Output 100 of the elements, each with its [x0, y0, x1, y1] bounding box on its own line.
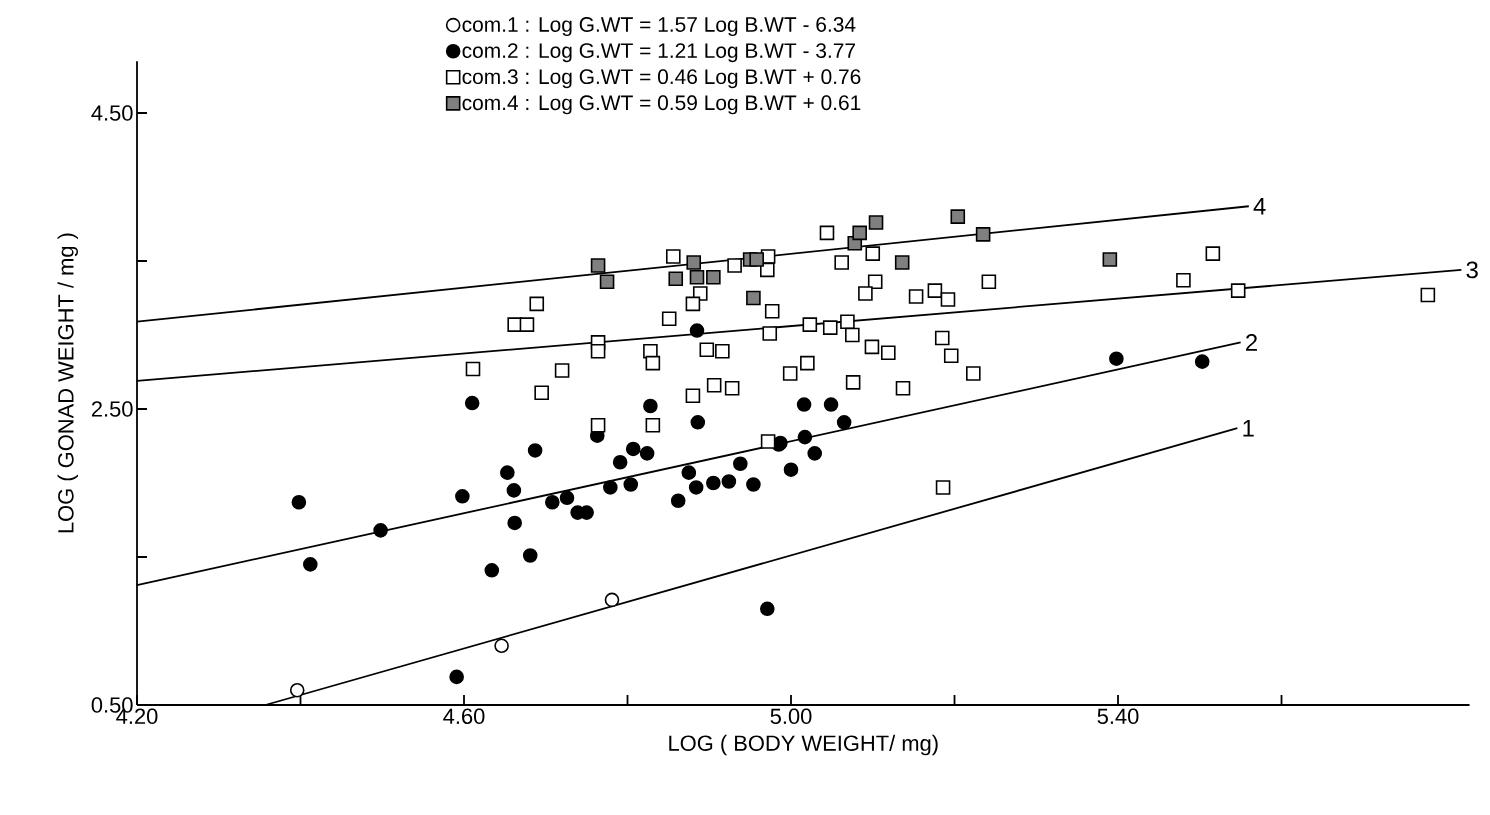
point — [834, 255, 849, 270]
point — [599, 274, 615, 290]
point — [746, 477, 761, 492]
point — [895, 380, 911, 396]
point — [1420, 287, 1436, 303]
point — [699, 342, 715, 358]
point — [746, 290, 761, 306]
point — [749, 252, 764, 267]
point — [858, 286, 873, 301]
point — [721, 474, 737, 489]
point — [590, 343, 606, 359]
point — [623, 477, 639, 492]
point — [1230, 283, 1246, 298]
point — [950, 209, 966, 224]
point — [724, 380, 740, 396]
point — [894, 255, 910, 270]
point — [643, 398, 658, 414]
point — [690, 415, 706, 430]
point — [706, 269, 721, 285]
point — [823, 397, 839, 412]
point — [681, 465, 697, 480]
point — [612, 454, 628, 470]
point — [688, 480, 704, 495]
y-tick-label: 4.50 — [91, 105, 133, 121]
legend-label: com.4 : Log G.WT = 0.59 Log B.WT + 0.61 — [462, 95, 861, 115]
point — [665, 249, 681, 264]
point — [927, 283, 943, 298]
legend-label: com.3 : Log G.WT = 0.46 Log B.WT + 0.76 — [462, 69, 861, 89]
point — [559, 490, 575, 506]
point — [522, 548, 538, 563]
point — [867, 274, 883, 290]
point — [689, 323, 705, 338]
point — [464, 395, 480, 411]
point — [966, 366, 981, 381]
point — [845, 327, 860, 343]
point — [796, 397, 812, 412]
point — [819, 225, 835, 241]
point — [661, 311, 677, 327]
point — [943, 348, 959, 364]
point — [668, 271, 684, 287]
point — [494, 638, 509, 654]
point — [689, 269, 705, 285]
point — [506, 483, 522, 498]
point — [762, 326, 778, 341]
point — [840, 314, 855, 329]
point — [590, 417, 606, 433]
x-tick-label: 5.00 — [770, 708, 812, 725]
point — [373, 523, 388, 538]
point — [981, 274, 997, 290]
point — [303, 557, 318, 572]
y-tick-label: 2.50 — [91, 401, 133, 417]
point — [545, 494, 560, 510]
point — [706, 475, 721, 491]
point — [685, 296, 701, 312]
point — [733, 456, 748, 472]
point — [802, 317, 818, 332]
point — [1194, 354, 1210, 369]
point — [604, 592, 620, 608]
point — [625, 441, 641, 457]
series-label: 3 — [1466, 261, 1478, 279]
point — [783, 462, 799, 477]
point — [1102, 252, 1118, 267]
point — [645, 417, 661, 433]
point — [603, 480, 618, 495]
point — [836, 415, 852, 430]
point — [449, 669, 464, 685]
point — [484, 563, 500, 578]
point — [500, 465, 515, 480]
point — [527, 443, 543, 458]
point — [940, 292, 956, 307]
point — [868, 215, 884, 230]
point — [908, 289, 924, 304]
point — [760, 262, 775, 278]
point — [852, 225, 867, 241]
legend-label: com.2 : Log G.WT = 1.21 Log B.WT - 3.77 — [462, 43, 855, 63]
point — [590, 258, 606, 273]
point — [519, 317, 535, 332]
point — [507, 515, 522, 531]
x-tick-label: 5.40 — [1097, 708, 1139, 725]
point — [800, 355, 815, 371]
point — [645, 355, 661, 371]
point — [529, 296, 545, 312]
point — [865, 246, 881, 261]
point — [764, 304, 780, 319]
point — [1205, 246, 1221, 261]
point — [554, 363, 570, 378]
point — [845, 375, 861, 390]
series-label: 1 — [1243, 420, 1254, 437]
point — [639, 446, 655, 461]
point — [822, 320, 838, 335]
x-tick-label: 4.60 — [443, 708, 485, 725]
point — [289, 682, 305, 698]
y-axis-title: LOG ( GONAD WEIGHT / mg ) — [57, 233, 78, 533]
x-axis-title: LOG ( BODY WEIGHT/ mg) — [669, 734, 938, 756]
point — [686, 255, 702, 270]
point — [760, 434, 776, 449]
series-label: 2 — [1246, 334, 1257, 351]
point — [880, 345, 896, 361]
point — [715, 343, 730, 359]
legend-label: com.1 : Log G.WT = 1.57 Log B.WT - 6.34 — [462, 17, 856, 37]
